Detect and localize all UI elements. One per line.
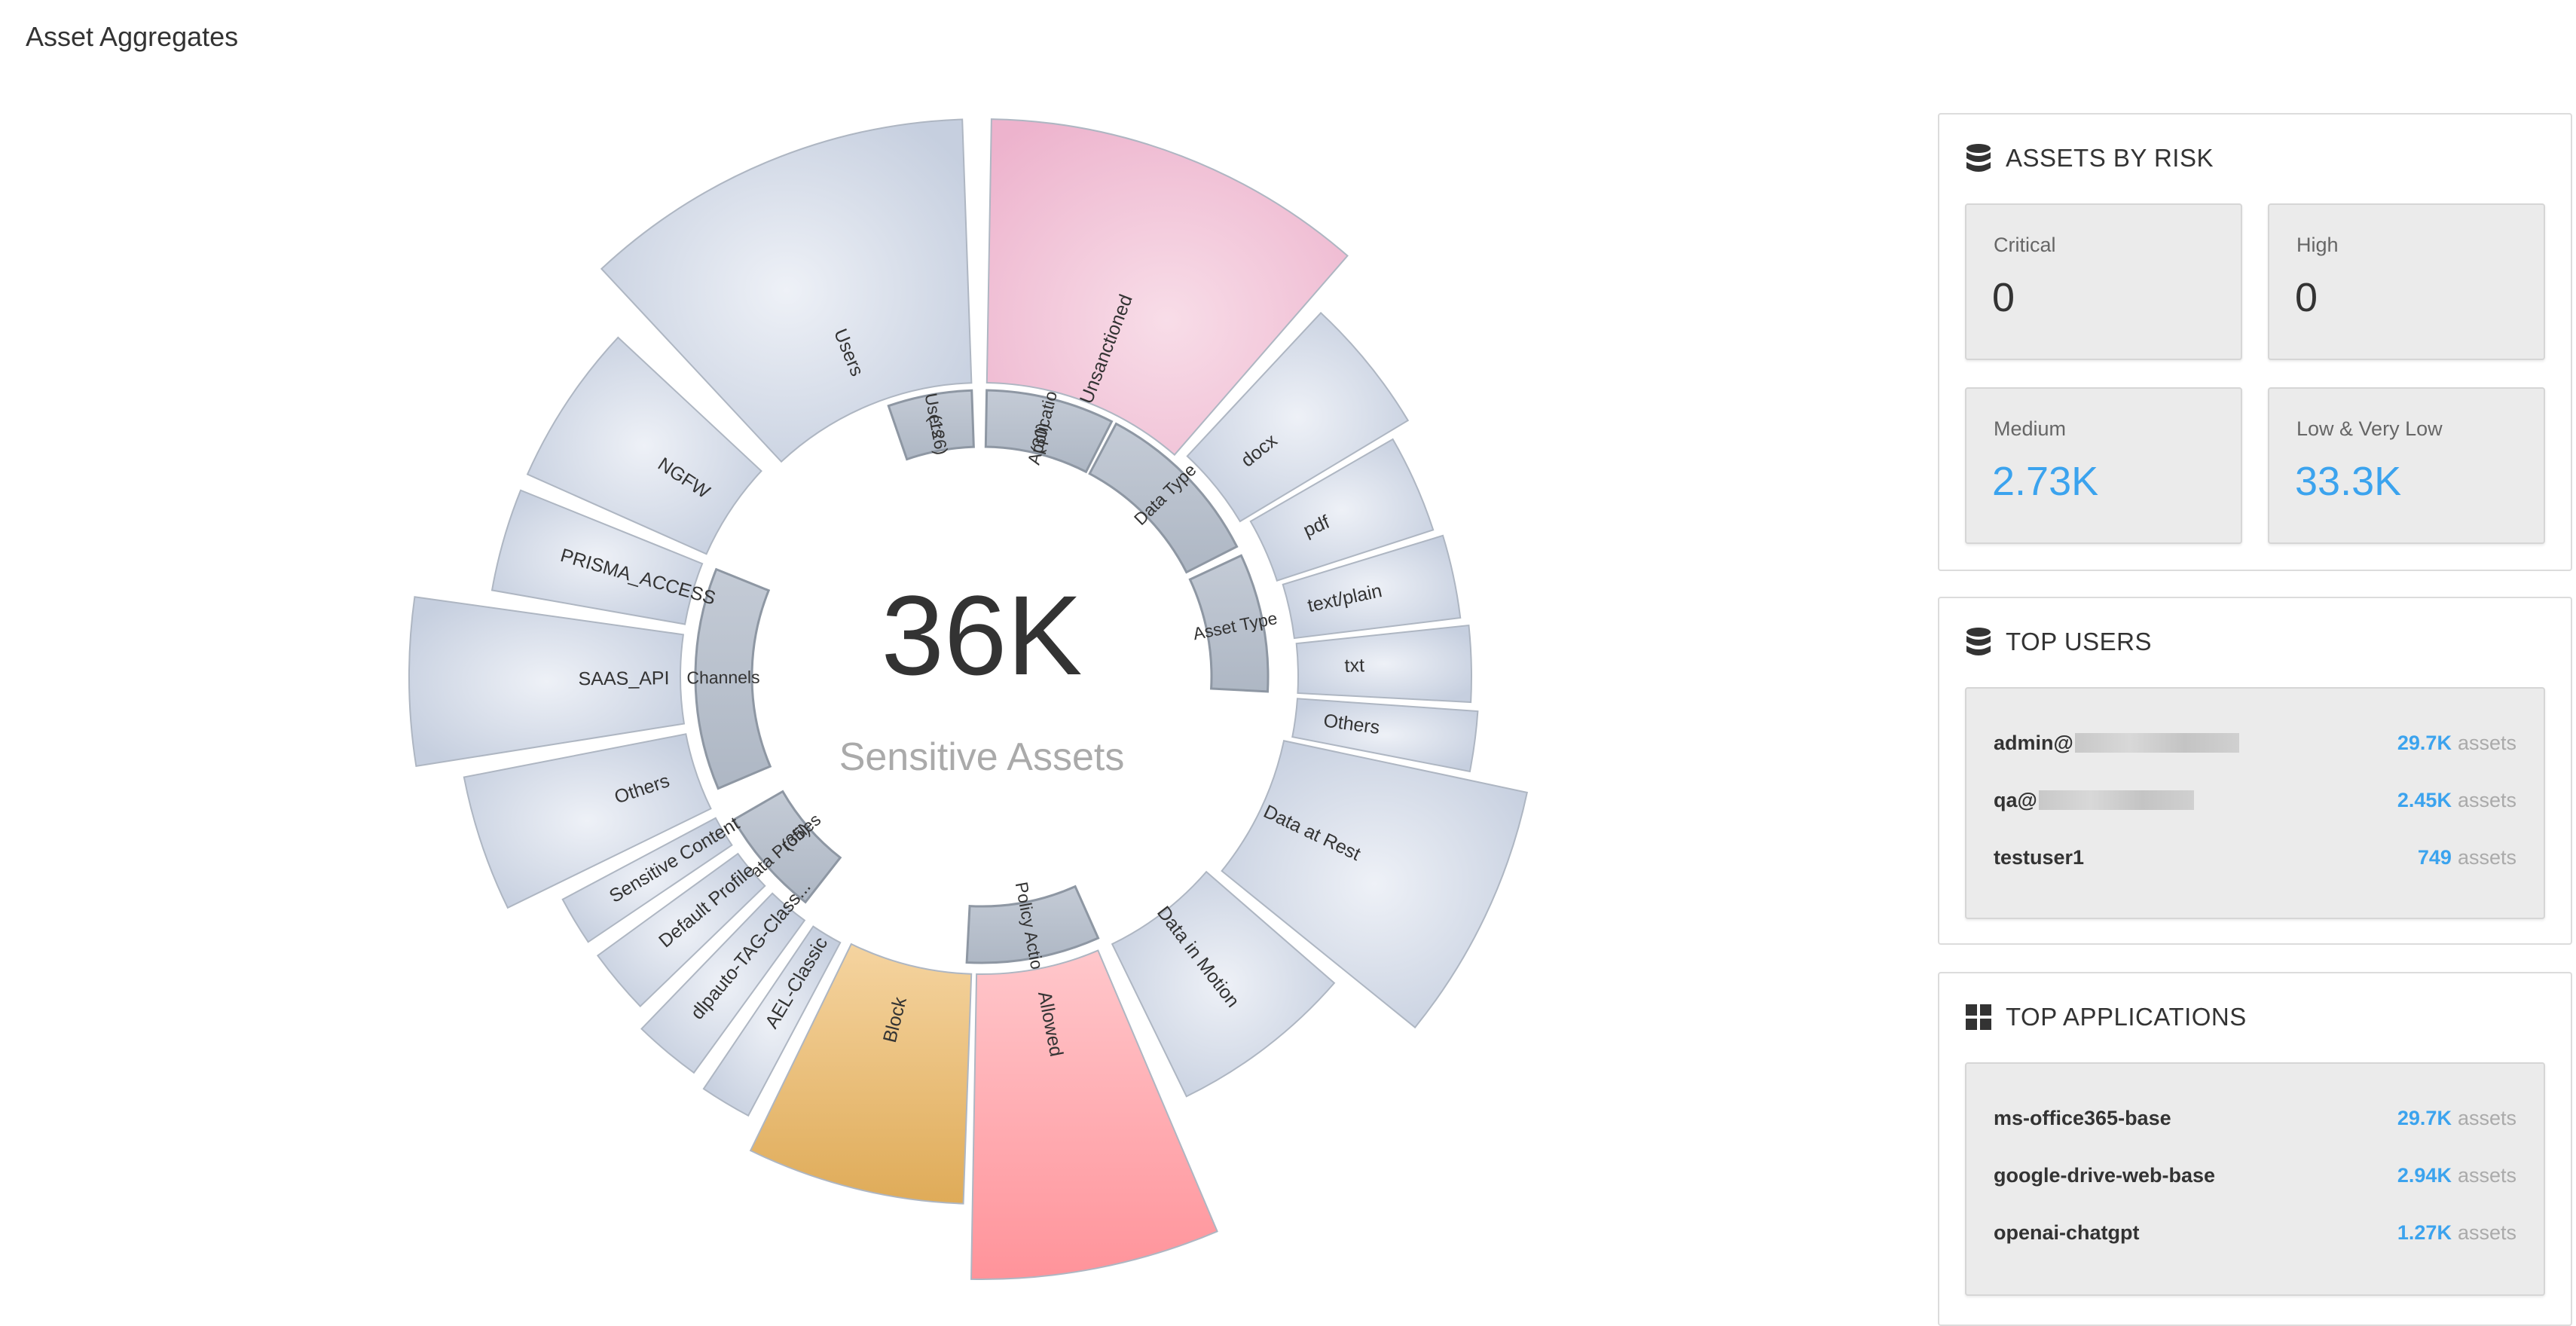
top-user-row[interactable]: qa@ 2.45K assets <box>1994 785 2516 815</box>
inner-segment-data-profiles[interactable] <box>732 790 842 904</box>
outer-segment-dlpauto-tag-class[interactable] <box>640 892 806 1074</box>
outer-segment-block[interactable] <box>749 943 973 1205</box>
user-asset-count: 749 <box>2417 845 2452 869</box>
outer-segment-others[interactable] <box>1291 698 1479 773</box>
app-asset-count: 29.7K <box>2397 1106 2452 1129</box>
assets-by-risk-title: ASSETS BY RISK <box>2006 144 2214 172</box>
medium-tile[interactable]: Medium 2.73K <box>1965 387 2242 544</box>
inner-segment-policy-action[interactable] <box>965 885 1100 964</box>
outer-segment-allowed[interactable] <box>970 949 1218 1280</box>
critical-label: Critical <box>1994 234 2056 256</box>
critical-value: 0 <box>1992 275 2015 320</box>
assets-by-risk-header: ASSETS BY RISK <box>1965 142 2214 175</box>
assets-unit: assets <box>2457 731 2516 754</box>
database-icon <box>1966 628 1991 655</box>
top-applications-panel: TOP APPLICATIONS ms-office365-base 29.7K… <box>1938 972 2572 1326</box>
inner-label-channels: Channels <box>686 668 759 688</box>
outer-segment-saas-api[interactable] <box>408 596 686 768</box>
app-asset-count: 2.94K <box>2397 1163 2452 1187</box>
center-total-value: 36K <box>882 572 1083 698</box>
grid-icon <box>1966 1004 1991 1030</box>
top-users-panel: TOP USERS admin@ 29.7K assets qa@ 2.45K as… <box>1938 597 2572 945</box>
top-app-row[interactable]: ms-office365-base 29.7K assets <box>1994 1103 2516 1133</box>
user-asset-count: 2.45K <box>2397 788 2452 811</box>
outer-segment-prisma-access[interactable] <box>490 489 704 625</box>
top-users-list: admin@ 29.7K assets qa@ 2.45K assets testu… <box>1965 687 2545 919</box>
outer-segment-ael-classic[interactable] <box>702 925 842 1117</box>
page-title: Asset Aggregates <box>26 21 239 52</box>
user-name: qa@ <box>1994 788 2037 811</box>
outer-segment-pdf[interactable] <box>1249 438 1435 582</box>
assets-by-risk-panel: ASSETS BY RISK Critical 0 High 0 Medium … <box>1938 113 2572 571</box>
outer-segment-sensitive-content[interactable] <box>561 817 733 943</box>
high-label: High <box>2296 234 2339 256</box>
outer-segment-data-at-rest[interactable] <box>1221 740 1529 1029</box>
app-name: ms-office365-base <box>1994 1106 2171 1129</box>
top-applications-title: TOP APPLICATIONS <box>2006 1003 2247 1031</box>
center-total-label: Sensitive Assets <box>839 735 1125 779</box>
user-name: admin@ <box>1994 731 2073 754</box>
outer-segment-text-plain[interactable] <box>1282 534 1462 640</box>
top-users-header: TOP USERS <box>1965 625 2152 658</box>
outer-label-saas-api: SAAS_API <box>578 668 669 689</box>
low-value: 33.3K <box>2295 459 2402 504</box>
top-users-title: TOP USERS <box>2006 628 2153 655</box>
high-tile[interactable]: High 0 <box>2268 203 2545 360</box>
user-name: testuser1 <box>1994 845 2085 869</box>
app-asset-count: 1.27K <box>2397 1221 2452 1244</box>
outer-segment-users[interactable] <box>600 118 973 463</box>
redacted-text <box>2074 733 2239 753</box>
outer-segment-unsanctioned[interactable] <box>985 118 1349 457</box>
low-tile[interactable]: Low & Very Low 33.3K <box>2268 387 2545 544</box>
assets-unit: assets <box>2457 1106 2516 1129</box>
medium-label: Medium <box>1994 417 2067 440</box>
app-name: openai-chatgpt <box>1994 1221 2140 1244</box>
outer-label-txt: txt <box>1344 655 1364 677</box>
critical-tile[interactable]: Critical 0 <box>1965 203 2242 360</box>
sunburst-chart: Users(126) Applications(30)Data TypeAsset… <box>408 118 1529 1280</box>
inner-segment-channels[interactable] <box>694 567 772 790</box>
redacted-text <box>2038 790 2194 810</box>
user-asset-count: 29.7K <box>2397 731 2452 754</box>
outer-segment-default-profile[interactable] <box>596 852 766 1008</box>
top-applications-header: TOP APPLICATIONS <box>1965 1001 2247 1034</box>
inner-segment-asset-type[interactable] <box>1188 554 1270 693</box>
inner-segment-users[interactable] <box>887 389 975 461</box>
app-name: google-drive-web-base <box>1994 1163 2216 1187</box>
outer-segment-txt[interactable] <box>1295 624 1472 704</box>
outer-segment-data-in-motion[interactable] <box>1111 870 1336 1098</box>
top-applications-list: ms-office365-base 29.7K assets google-dri… <box>1965 1062 2545 1296</box>
low-label: Low & Very Low <box>2296 417 2443 440</box>
outer-segment-others[interactable] <box>463 733 712 909</box>
inner-segment-data-type[interactable] <box>1088 422 1239 574</box>
top-app-row[interactable]: google-drive-web-base 2.94K assets <box>1994 1160 2516 1190</box>
assets-unit: assets <box>2457 1221 2516 1244</box>
top-app-row[interactable]: openai-chatgpt 1.27K assets <box>1994 1218 2516 1248</box>
top-user-row[interactable]: admin@ 29.7K assets <box>1994 728 2516 758</box>
assets-unit: assets <box>2457 788 2516 811</box>
inner-segment-applications[interactable] <box>984 389 1114 474</box>
assets-unit: assets <box>2457 1163 2516 1187</box>
outer-segment-ngfw[interactable] <box>526 336 762 555</box>
high-value: 0 <box>2295 275 2318 320</box>
outer-segment-docx[interactable] <box>1186 311 1410 523</box>
top-user-row[interactable]: testuser1 749 assets <box>1994 842 2516 872</box>
medium-value: 2.73K <box>1992 459 2099 504</box>
database-icon <box>1966 144 1991 172</box>
assets-unit: assets <box>2457 845 2516 869</box>
